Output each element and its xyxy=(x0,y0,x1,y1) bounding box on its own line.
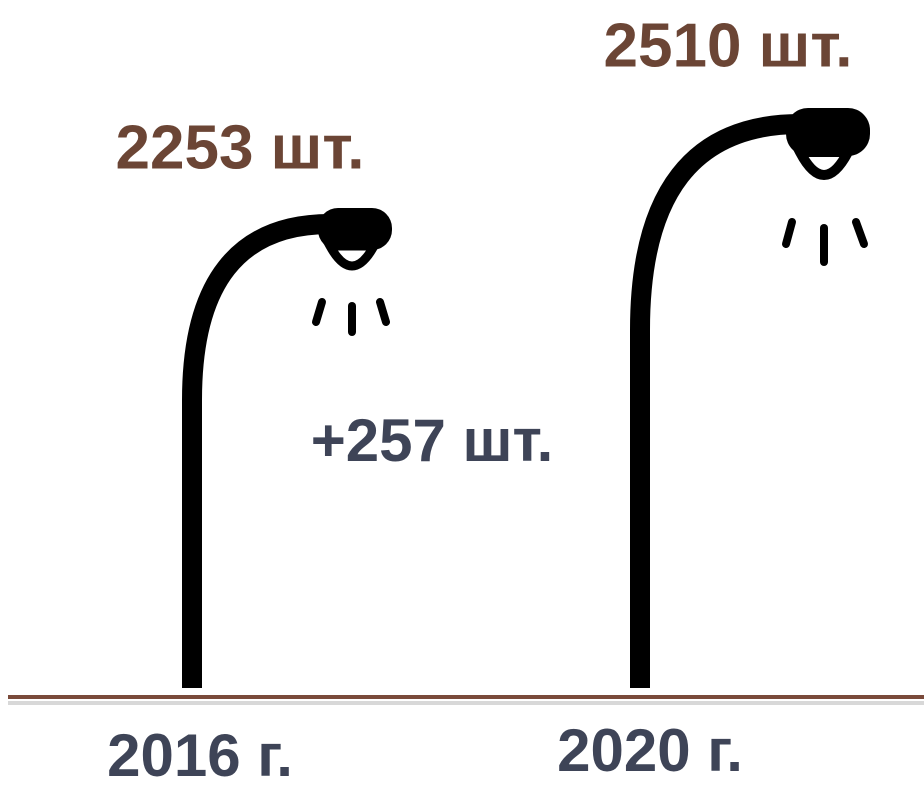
lamp-bulb xyxy=(322,241,382,271)
light-ray xyxy=(312,298,326,326)
count-label: 2510 шт. xyxy=(604,11,853,80)
year-label: 2016 г. xyxy=(107,722,293,788)
lamp-bulb xyxy=(791,147,857,180)
count-label: 2253 шт. xyxy=(116,113,365,182)
lamp-head xyxy=(786,108,870,156)
light-ray xyxy=(782,218,796,248)
light-ray xyxy=(376,298,390,326)
light-ray xyxy=(852,218,868,248)
lamp-2016 xyxy=(182,208,392,688)
lamp-pole xyxy=(182,214,331,688)
lamp-head xyxy=(318,208,392,250)
difference-label: +257 шт. xyxy=(311,407,554,474)
year-label: 2020 г. xyxy=(557,717,743,784)
lamp-2020 xyxy=(630,108,870,688)
lamp-pole xyxy=(630,114,801,688)
